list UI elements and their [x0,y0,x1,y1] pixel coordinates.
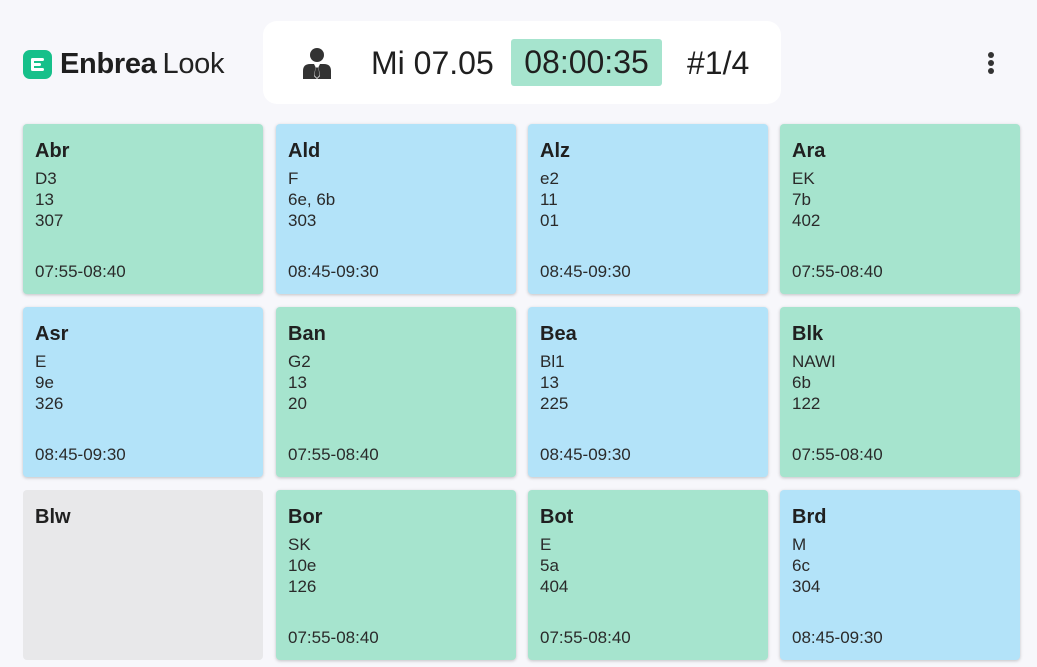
subject: E [35,352,47,371]
class-name: 13 [540,373,559,392]
lesson-time: 08:45-09:30 [540,262,631,281]
room: 326 [35,394,64,413]
teacher-card[interactable]: Abr D3 13 307 07:55-08:40 [23,124,263,294]
room: 126 [288,577,317,596]
class-name: 10e [288,556,317,575]
class-name: 13 [288,373,307,392]
teacher-code: Bor [288,506,323,528]
subject: E [540,535,552,554]
lesson-time: 08:45-09:30 [35,445,126,464]
room: 307 [35,211,64,230]
teacher-code: Blk [792,323,824,345]
subject: D3 [35,169,57,188]
teacher-card[interactable]: Bot E 5a 404 07:55-08:40 [528,490,768,660]
teacher-code: Ald [288,140,321,162]
kebab-menu-icon[interactable] [975,47,1007,79]
user-tie-icon [303,48,331,79]
room: 225 [540,394,569,413]
current-time: 08:00:35 [511,39,662,86]
lesson-time: 07:55-08:40 [288,628,379,647]
room: 01 [540,211,559,230]
teacher-card[interactable]: Ald F 6e, 6b 303 08:45-09:30 [276,124,516,294]
page-counter: #1/4 [687,45,750,81]
lesson-time: 07:55-08:40 [288,445,379,464]
room: 303 [288,211,317,230]
room: 20 [288,394,307,413]
teacher-code: Brd [792,506,827,528]
teacher-code: Ara [792,140,826,162]
subject: Bl1 [540,352,565,371]
class-name: 11 [540,190,558,209]
teacher-card[interactable]: Bea Bl1 13 225 08:45-09:30 [528,307,768,477]
teacher-code: Blw [35,506,71,528]
class-name: 13 [35,190,54,209]
room: 402 [792,211,821,230]
current-date: Mi 07.05 [371,45,494,81]
teacher-code: Asr [35,323,69,345]
room: 122 [792,394,821,413]
class-name: 7b [792,190,811,209]
class-name: 5a [540,556,559,575]
class-name: 9e [35,373,54,392]
subject: M [792,535,807,554]
teacher-code: Alz [540,140,570,162]
app-title: Enbrea Look [60,47,225,81]
lesson-time: 07:55-08:40 [35,262,126,281]
teacher-code: Ban [288,323,326,345]
room: 304 [792,577,821,596]
teacher-card[interactable]: Brd M 6c 304 08:45-09:30 [780,490,1020,660]
teacher-code: Bot [540,506,574,528]
class-name: 6e, 6b [288,190,336,209]
subject: G2 [288,352,311,371]
teacher-card[interactable]: Ban G2 13 20 07:55-08:40 [276,307,516,477]
lesson-time: 08:45-09:30 [540,445,631,464]
class-name: 6c [792,556,810,575]
app-logo: Enbrea Look [23,44,225,84]
teacher-code: Bea [540,323,577,345]
lesson-time: 07:55-08:40 [792,262,883,281]
lesson-time: 08:45-09:30 [288,262,379,281]
teacher-card[interactable]: Ara EK 7b 402 07:55-08:40 [780,124,1020,294]
teacher-code: Abr [35,140,70,162]
room: 404 [540,577,569,596]
teacher-card[interactable]: Blw [23,490,263,660]
app-title-light: Look [162,47,225,80]
enbrea-logo-icon [23,49,52,79]
subject: NAWI [792,352,836,371]
teacher-card[interactable]: Asr E 9e 326 08:45-09:30 [23,307,263,477]
lesson-time: 07:55-08:40 [540,628,631,647]
teacher-card[interactable]: Bor SK 10e 126 07:55-08:40 [276,490,516,660]
teacher-card[interactable]: Alz e2 11 01 08:45-09:30 [528,124,768,294]
subject: SK [288,535,311,554]
lesson-time: 08:45-09:30 [792,628,883,647]
app-title-bold: Enbrea [60,47,157,80]
class-name: 6b [792,373,811,392]
subject: F [288,169,299,188]
teacher-card[interactable]: Blk NAWI 6b 122 07:55-08:40 [780,307,1020,477]
subject: e2 [540,169,559,188]
subject: EK [792,169,815,188]
lesson-time: 07:55-08:40 [792,445,883,464]
